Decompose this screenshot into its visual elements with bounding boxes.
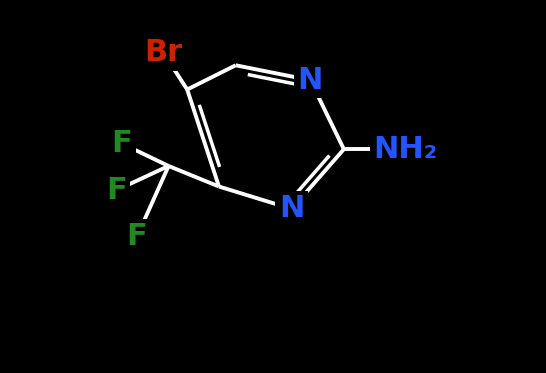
Text: NH₂: NH₂: [373, 135, 438, 164]
Text: N: N: [298, 66, 323, 95]
Text: N: N: [279, 194, 304, 223]
Text: F: F: [106, 176, 127, 205]
Text: F: F: [127, 222, 147, 251]
Text: F: F: [111, 129, 132, 158]
Text: Br: Br: [144, 38, 182, 67]
